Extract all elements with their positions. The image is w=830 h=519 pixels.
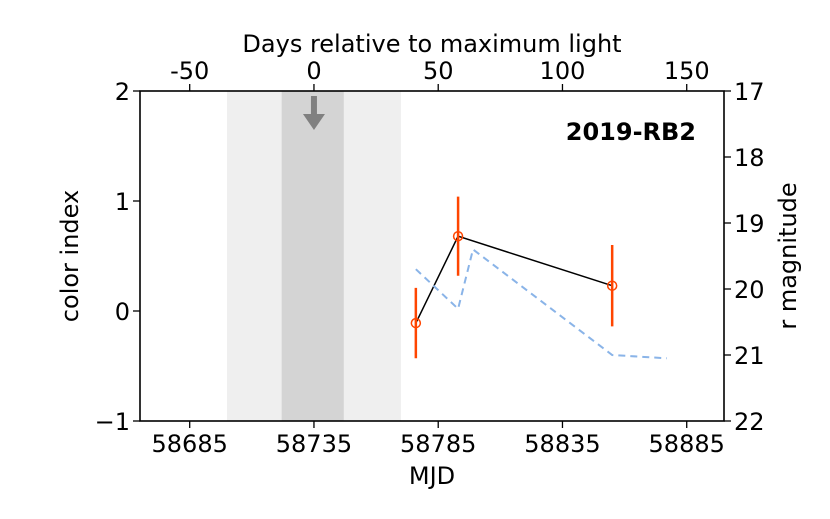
dashed-series-line: [415, 247, 667, 360]
top-tick-label: 150: [664, 57, 710, 85]
data-point: [606, 280, 618, 291]
right-tick-label: 20: [734, 276, 765, 304]
x-tick-label: 58785: [400, 430, 476, 458]
y-tick-label: 0: [115, 298, 130, 326]
arrow-layer: [302, 96, 325, 130]
series-layer: [410, 196, 667, 360]
y-tick-label: 1: [115, 188, 130, 216]
shaded-band: [281, 91, 344, 421]
top-tick-label: -50: [170, 57, 209, 85]
data-point: [452, 230, 464, 242]
x-tick-label: 58885: [649, 430, 725, 458]
ticks: 58685 58735 58785 58835 58885 -50 0 50 100 150 −1 0…: [95, 57, 765, 458]
x-tick-label: 58685: [152, 430, 228, 458]
right-tick-label: 17: [734, 78, 765, 106]
y-axis-label: color index: [56, 190, 84, 322]
right-tick-label: 22: [734, 408, 765, 436]
top-tick-label: 50: [423, 57, 454, 85]
x-axis-label: MJD: [409, 462, 455, 490]
right-tick-label: 18: [734, 144, 765, 172]
right-tick-label: 19: [734, 210, 765, 238]
right-axis-label: r magnitude: [774, 182, 802, 329]
x-tick-label: 58735: [276, 430, 352, 458]
x-tick-label: 58835: [524, 430, 600, 458]
data-point: [410, 317, 422, 329]
chart-title: 2019-RB2: [566, 118, 696, 146]
top-axis-label: Days relative to maximum light: [242, 30, 621, 58]
top-tick-label: 100: [540, 57, 586, 85]
shaded-bands: [226, 91, 401, 421]
y-tick-label: −1: [95, 408, 130, 436]
right-tick-label: 21: [734, 342, 765, 370]
top-tick-label: 0: [306, 57, 321, 85]
y-tick-label: 2: [115, 78, 130, 106]
down-arrow-head: [302, 114, 325, 130]
plot-frame: [139, 90, 725, 422]
